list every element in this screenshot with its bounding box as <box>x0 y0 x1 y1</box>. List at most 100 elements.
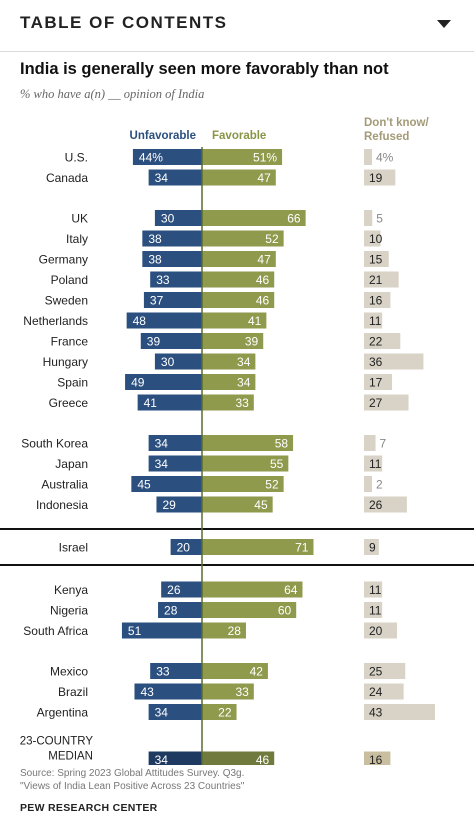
row-label: Argentina <box>37 706 89 720</box>
value-unfavorable: 20 <box>177 541 191 555</box>
row-label: Indonesia <box>36 498 88 512</box>
value-dont-know: 27 <box>369 396 383 410</box>
bar-favorable <box>202 455 289 472</box>
value-dont-know: 11 <box>369 457 382 471</box>
value-unfavorable: 49 <box>131 376 145 390</box>
bar-unfavorable <box>150 663 202 679</box>
bar-unfavorable <box>134 683 202 700</box>
bar-dont-know <box>364 169 396 186</box>
bar-unfavorable <box>142 251 202 267</box>
value-dont-know: 24 <box>369 685 383 699</box>
bar-favorable <box>202 602 297 618</box>
bar-unfavorable <box>125 374 202 390</box>
bar-unfavorable <box>143 292 202 308</box>
bar-unfavorable <box>121 622 202 639</box>
bar-favorable <box>202 353 256 370</box>
value-dont-know: 11 <box>369 583 382 597</box>
value-favorable: 46 <box>256 273 270 287</box>
bar-unfavorable <box>148 704 202 720</box>
bar-dont-know <box>364 622 397 639</box>
bar-dont-know <box>364 539 379 555</box>
value-unfavorable: 34 <box>155 437 169 451</box>
bar-dont-know <box>364 663 406 679</box>
value-dont-know: 4% <box>376 151 394 165</box>
bar-favorable <box>202 394 254 411</box>
bar-favorable <box>202 374 256 390</box>
bar-favorable <box>202 312 267 329</box>
bar-unfavorable <box>161 581 202 598</box>
diverging-bar-chart: Unfavorable Favorable Don't know/Refused U.… <box>0 117 474 765</box>
row-label: Mexico <box>50 665 88 679</box>
row-label: Greece <box>49 396 89 410</box>
bar-favorable <box>202 435 294 451</box>
value-favorable: 51% <box>253 151 277 165</box>
value-favorable: 52 <box>265 232 279 246</box>
bar-favorable <box>202 210 306 226</box>
caret-down-icon[interactable] <box>437 20 451 28</box>
bar-dont-know <box>364 683 404 700</box>
table-of-contents-bar[interactable]: TABLE OF CONTENTS <box>0 0 474 52</box>
value-unfavorable: 34 <box>155 706 169 720</box>
value-unfavorable: 45 <box>137 478 151 492</box>
row-label: Australia <box>41 478 88 492</box>
bar-unfavorable <box>150 271 202 288</box>
value-favorable: 42 <box>250 665 264 679</box>
value-unfavorable: 48 <box>133 314 147 328</box>
value-favorable: 34 <box>237 376 251 390</box>
value-dont-know: 16 <box>369 753 383 765</box>
bar-favorable <box>202 683 254 700</box>
value-unfavorable: 34 <box>155 753 169 765</box>
value-unfavorable: 37 <box>150 294 164 308</box>
bar-favorable <box>202 704 237 720</box>
bar-favorable <box>202 476 284 492</box>
bar-dont-know <box>364 435 376 451</box>
value-dont-know: 26 <box>369 498 383 512</box>
bar-unfavorable <box>142 230 202 247</box>
value-unfavorable: 38 <box>148 232 162 246</box>
bar-dont-know <box>364 271 399 288</box>
row-label: Poland <box>51 273 88 287</box>
bar-favorable <box>202 292 275 308</box>
legend-refused: Refused <box>364 131 409 143</box>
bar-dont-know <box>364 751 391 765</box>
value-unfavorable: 29 <box>162 498 176 512</box>
value-favorable: 22 <box>218 706 232 720</box>
value-dont-know: 11 <box>369 604 382 618</box>
value-favorable: 60 <box>278 604 292 618</box>
bar-favorable <box>202 496 273 513</box>
value-unfavorable: 51 <box>128 624 142 638</box>
bar-unfavorable <box>156 496 202 513</box>
bar-unfavorable <box>131 476 202 492</box>
value-favorable: 33 <box>235 396 249 410</box>
value-unfavorable: 38 <box>148 253 162 267</box>
value-dont-know: 15 <box>369 253 383 267</box>
bar-favorable <box>202 230 284 247</box>
bar-favorable <box>202 251 276 267</box>
bar-unfavorable <box>137 394 202 411</box>
value-dont-know: 2 <box>376 478 383 492</box>
row-label: Sweden <box>45 294 88 308</box>
bar-dont-know <box>364 496 407 513</box>
bar-favorable <box>202 333 264 349</box>
row-label: Japan <box>55 457 88 471</box>
value-dont-know: 43 <box>369 706 383 720</box>
value-unfavorable: 28 <box>164 604 178 618</box>
value-dont-know: 5 <box>376 212 383 226</box>
value-unfavorable: 30 <box>161 355 175 369</box>
row-label: Nigeria <box>50 604 88 618</box>
bar-dont-know <box>364 149 372 165</box>
value-dont-know: 19 <box>369 171 383 185</box>
value-favorable: 41 <box>248 314 262 328</box>
bar-dont-know <box>364 312 383 329</box>
value-unfavorable: 30 <box>161 212 175 226</box>
value-unfavorable: 33 <box>156 273 170 287</box>
source-line: Source: Spring 2023 Global Attitudes Sur… <box>20 768 245 779</box>
value-favorable: 39 <box>245 335 259 349</box>
legend-dont-know: Don't know/ <box>364 117 430 129</box>
value-dont-know: 21 <box>369 273 383 287</box>
toc-title[interactable]: TABLE OF CONTENTS <box>20 13 228 32</box>
value-unfavorable: 39 <box>147 335 161 349</box>
value-dont-know: 36 <box>369 355 383 369</box>
row-label: U.S. <box>65 151 88 165</box>
bar-dont-know <box>364 455 383 472</box>
